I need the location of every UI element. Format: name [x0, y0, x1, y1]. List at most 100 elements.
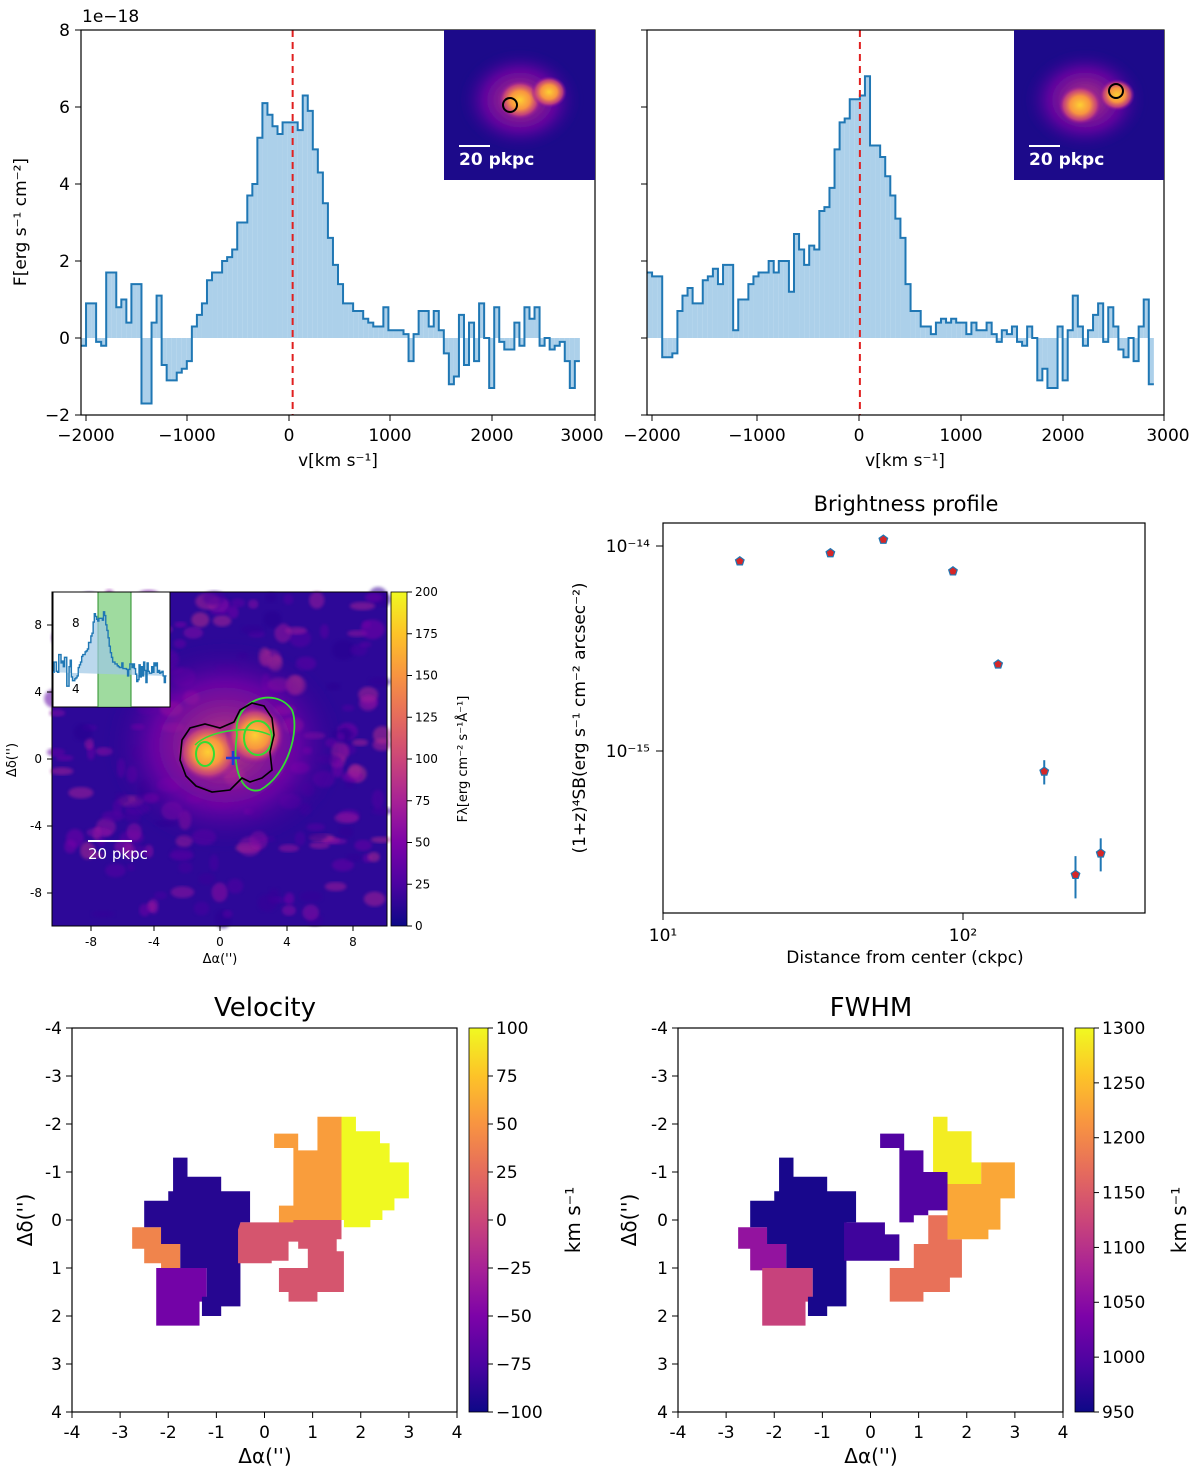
xtick-label: −2000: [623, 426, 681, 446]
noise-blob: [263, 611, 282, 628]
spectrum-left-bar: [363, 318, 369, 338]
spectrum-right-bar: [1123, 338, 1129, 358]
ytick-label: -8: [30, 886, 42, 900]
noise-blob: [178, 861, 193, 874]
noise-blob: [319, 624, 330, 639]
spectrum-left-bar: [272, 126, 278, 338]
spectrum-right-bar: [809, 245, 815, 338]
spectrum-right-bar: [1098, 303, 1104, 338]
flux-colorbar-tick-label: 50: [415, 836, 430, 850]
spectrum-panel-right: −2000 −1000 0 1000 2000 3000 v[km s⁻¹] 2…: [623, 29, 1190, 471]
fwhm-colorbar-tick-label: 1250: [1102, 1074, 1145, 1094]
spectrum-right-bar: [981, 330, 987, 338]
spectrum-left-bar: [227, 257, 233, 338]
velocity-ytick-label: 3: [51, 1355, 62, 1375]
velocity-region: [238, 1220, 344, 1302]
noise-blob: [349, 601, 376, 611]
spectrum-right-bar: [930, 334, 936, 338]
spectrum-right-xticks: −2000 −1000 0 1000 2000 3000: [623, 415, 1190, 446]
spectrum-left-bar: [413, 334, 419, 338]
xtick-label: 3000: [560, 426, 603, 446]
fwhm-ytick-label: -1: [651, 1163, 668, 1183]
spectrum-right-bar: [986, 322, 992, 338]
noise-blob: [331, 858, 354, 872]
ytick-label: 8: [34, 618, 42, 632]
fwhm-title: FWHM: [830, 993, 913, 1023]
spectrum-left-bar: [232, 249, 238, 338]
noise-blob: [126, 863, 136, 871]
noise-blob: [202, 590, 226, 606]
spectrum-left-bar: [81, 338, 87, 346]
ytick-label: 2: [59, 252, 70, 272]
velocity-xtick-label: -1: [208, 1423, 225, 1443]
spectrum-left-bar: [398, 330, 404, 338]
velocity-xtick-label: 4: [452, 1423, 463, 1443]
flux-map-xticks: -8 -4 0 4 8: [85, 926, 357, 949]
velocity-ytick-label: 1: [51, 1259, 62, 1279]
spectrum-right-bar: [733, 330, 739, 338]
velocity-region: [132, 1227, 181, 1268]
noise-blob: [302, 904, 320, 921]
spectrum-left-bar: [176, 338, 182, 373]
spectrum-right-bar: [915, 311, 921, 338]
spectrum-left-bar: [277, 133, 283, 338]
spectrum-left-bar: [116, 307, 122, 338]
velocity-xtick-label: -3: [112, 1423, 129, 1443]
noise-blob: [284, 892, 295, 906]
spectrum-right-bar: [778, 261, 784, 338]
xtick-label: 2000: [470, 426, 513, 446]
ytick-label: 10⁻¹⁴: [606, 537, 650, 557]
noise-blob: [309, 841, 330, 850]
spectrum-left-bar: [91, 303, 97, 338]
spectrum-right-bar: [890, 195, 896, 338]
velocity-ytick-label: 4: [51, 1403, 62, 1423]
noise-blob: [144, 844, 154, 858]
spectrum-right-bar: [1022, 338, 1028, 346]
noise-blob: [248, 599, 259, 609]
spectrum-right-bar: [788, 291, 794, 338]
noise-blob: [309, 591, 325, 609]
noise-blob: [55, 754, 74, 762]
velocity-xtick-label: 3: [403, 1423, 414, 1443]
xtick-label: 4: [283, 935, 291, 949]
inset-scale-label: 20 pkpc: [459, 150, 534, 170]
inset-scale-label: 20 pkpc: [1029, 150, 1104, 170]
spectrum-right-bar: [875, 145, 881, 338]
spectrum-left-bar: [126, 322, 132, 338]
profile-points: [734, 534, 1106, 899]
fwhm-ytick-label: 3: [657, 1355, 668, 1375]
inset-ytick: 8: [72, 616, 80, 630]
spectrum-right-bar: [753, 276, 759, 338]
brightness-profile-panel: Brightness profile 10¹ 10² 10⁻¹⁴ 10⁻¹⁵ D…: [570, 492, 1146, 968]
velocity-xticks: -4 -3 -2 -1 0 1 2 3 4: [64, 1412, 463, 1443]
spectrum-right-bar: [1148, 338, 1154, 385]
spectrum-left-bar: [292, 122, 298, 339]
spectrum-right-bar: [799, 249, 805, 338]
spectrum-right-bar: [1138, 326, 1144, 338]
spectrum-right-bar: [885, 176, 891, 338]
velocity-colorbar-tick-label: −50: [496, 1307, 532, 1327]
fwhm-colorbar-tick-label: 1200: [1102, 1129, 1145, 1149]
ytick-label: 0: [59, 329, 70, 349]
velocity-ytick-label: -3: [45, 1067, 62, 1087]
profile-point: [993, 659, 1004, 669]
fwhm-xtick-label: 1: [913, 1423, 924, 1443]
colorbar-label: km s⁻¹: [561, 1187, 585, 1253]
noise-blob: [360, 619, 385, 640]
spectrum-right-bar: [971, 322, 977, 338]
spectrum-right-bar: [946, 322, 952, 338]
spectrum-left-bar: [252, 184, 258, 338]
velocity-colorbar-tick-label: 25: [496, 1163, 518, 1183]
flux-map-yticks: 8 4 0 -4 -8: [30, 618, 52, 900]
spectrum-right-bar: [758, 272, 764, 338]
noise-blob: [86, 827, 112, 838]
spectrum-right-bar: [1037, 338, 1043, 381]
spectrum-right-bar: [717, 284, 724, 338]
spectrum-right-bar: [951, 318, 957, 338]
spectrum-right-bar: [1093, 314, 1099, 338]
spectrum-left-bar: [322, 203, 328, 338]
contour-green: [195, 741, 215, 767]
profile-xticks: 10¹ 10²: [649, 913, 977, 946]
noise-blob: [170, 886, 195, 899]
